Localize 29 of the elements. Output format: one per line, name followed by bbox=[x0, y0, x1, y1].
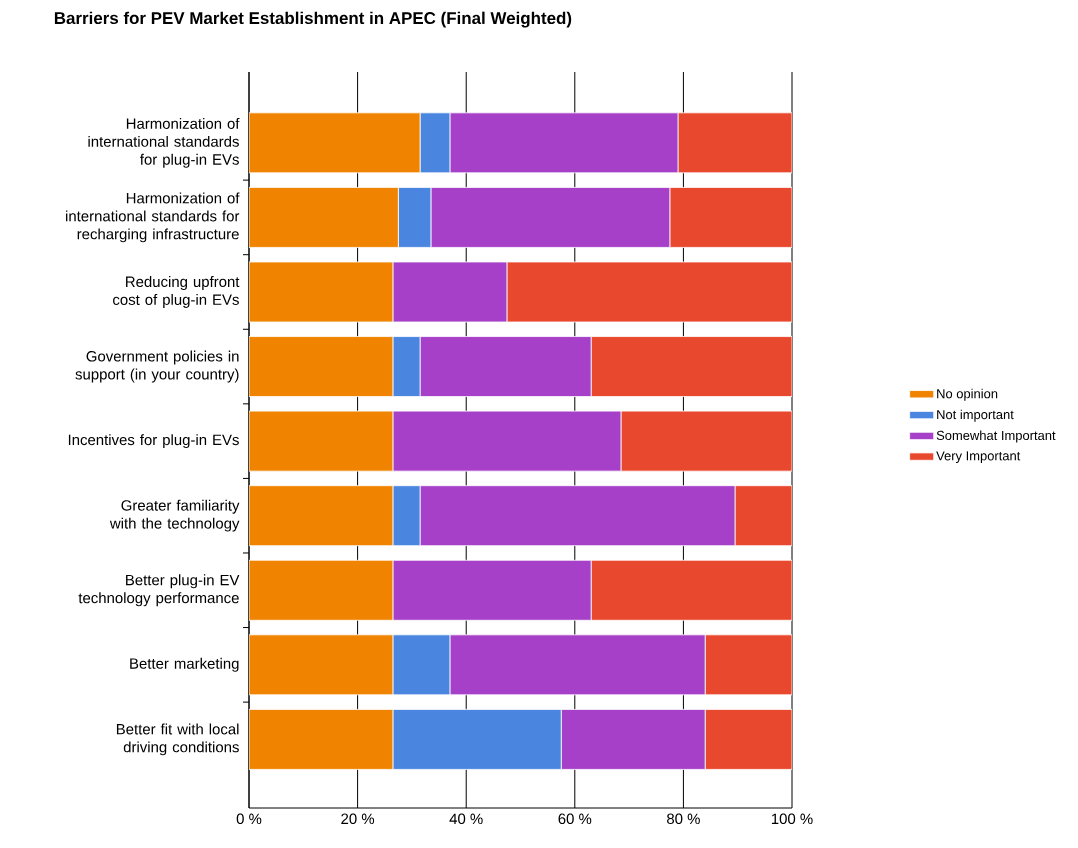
bar bbox=[249, 559, 394, 621]
y-tick-label: Greater familiarity with the technology bbox=[109, 499, 240, 532]
y-tick-label: Harmonization of international standards for plug-in EVs bbox=[88, 117, 240, 168]
y-tick-label: Government policies in support (in your country) bbox=[75, 350, 239, 383]
legend-label: Somewhat Important bbox=[936, 430, 1056, 443]
x-tick-label: 20 % bbox=[341, 813, 375, 825]
x-tick-label: 80 % bbox=[667, 813, 700, 825]
y-tick-label: Incentives for plug-in EVs bbox=[68, 434, 239, 449]
legend-label: Not important bbox=[937, 409, 1014, 422]
y-tick-label: Better marketing bbox=[130, 657, 239, 672]
bar bbox=[249, 709, 394, 770]
y-tick-label: Better fit with local driving conditions bbox=[116, 723, 239, 756]
legend-label: No opinion bbox=[937, 388, 998, 401]
bar bbox=[249, 336, 394, 397]
chart-title: Barriers for PEV Market Establishment in APEC (Final Weighted) bbox=[54, 11, 572, 28]
x-tick-label: 60 % bbox=[558, 813, 592, 825]
y-tick-label: Harmonization of international standards for recharging infrastructure bbox=[66, 192, 240, 243]
bar bbox=[249, 485, 394, 547]
x-tick-label: 40 % bbox=[449, 813, 483, 825]
bar bbox=[249, 410, 394, 472]
x-tick-label: 0 % bbox=[236, 813, 262, 825]
legend-label: Very Important bbox=[936, 451, 1021, 463]
bar bbox=[249, 112, 421, 174]
bar bbox=[249, 187, 399, 248]
y-tick-label: Reducing upfront cost of plug-in EVs bbox=[113, 276, 240, 308]
bar bbox=[249, 634, 394, 696]
x-tick-label: 100 % bbox=[771, 813, 813, 825]
y-tick-label: Better plug-in EV technology performance bbox=[78, 574, 240, 607]
bar bbox=[249, 261, 394, 323]
